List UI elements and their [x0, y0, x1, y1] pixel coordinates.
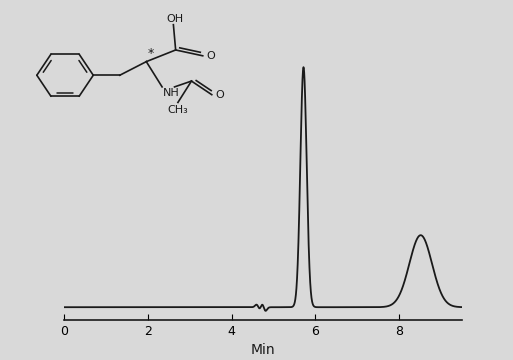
Text: OH: OH — [166, 14, 183, 24]
Text: O: O — [215, 90, 224, 100]
Text: NH: NH — [163, 88, 180, 98]
Text: CH₃: CH₃ — [168, 105, 188, 115]
X-axis label: Min: Min — [250, 343, 275, 357]
Text: O: O — [206, 51, 215, 61]
Text: *: * — [147, 47, 154, 60]
